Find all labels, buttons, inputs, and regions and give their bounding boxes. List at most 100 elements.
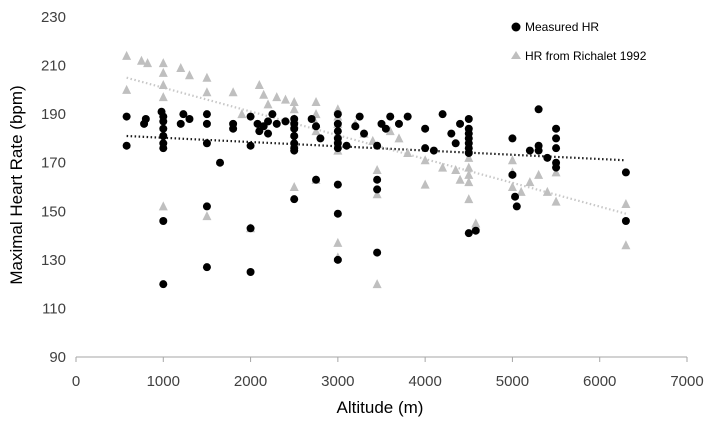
measured-hr-point (421, 144, 430, 153)
measured-hr-point (333, 209, 342, 218)
legend-marker-richalet (511, 51, 521, 59)
measured-hr-point (351, 122, 360, 131)
measured-hr-point (403, 112, 412, 121)
richalet-hr-point (333, 237, 343, 247)
richalet-hr-point (158, 67, 168, 77)
measured-hr-point (621, 168, 630, 177)
measured-hr-point (534, 146, 543, 155)
x-tick-label: 1000 (147, 373, 180, 390)
y-tick-label: 90 (49, 349, 66, 366)
richalet-hr-point (507, 182, 517, 191)
richalet-hr-point (122, 50, 132, 60)
richalet-hr-point (621, 199, 631, 208)
richalet-hr-point (420, 155, 430, 165)
measured-hr-point (508, 134, 517, 143)
richalet-hr-point (464, 169, 474, 179)
richalet-hr-point (289, 104, 299, 114)
measured-hr-point (176, 119, 185, 128)
measured-hr-point (159, 144, 168, 153)
x-axis-ticks: 0 1000 2000 3000 4000 5000 6000 7000 (72, 357, 704, 390)
measured-hr-point (373, 141, 382, 150)
measured-hr-point (438, 110, 447, 119)
richalet-hr-point (158, 80, 168, 89)
measured-hr-point (316, 134, 325, 143)
richalet-hr-point (122, 84, 132, 94)
measured-hr-point (246, 268, 255, 276)
richalet-hr-point (158, 201, 168, 211)
y-tick-label: 130 (41, 252, 66, 269)
richalet-hr-point (551, 167, 561, 177)
measured-hr-point (202, 119, 211, 128)
measured-hr-point (464, 115, 473, 123)
richalet-hr-point (280, 94, 290, 104)
y-tick-label: 150 (41, 203, 66, 220)
measured-hr-point (342, 141, 351, 150)
measured-hr-point (246, 224, 255, 233)
measured-hr-point (525, 146, 534, 155)
measured-hr-trendline (126, 134, 626, 162)
x-tick-label: 2000 (234, 373, 267, 390)
richalet-hr-point (372, 279, 382, 289)
measured-hr-point (290, 124, 299, 133)
y-tick-label: 210 (41, 58, 66, 75)
richalet-hr-point (394, 133, 404, 143)
measured-hr-point (621, 217, 630, 225)
measured-hr-point (373, 175, 382, 184)
measured-hr-point (246, 141, 255, 150)
measured-hr-point (281, 117, 290, 126)
measured-hr-point (264, 129, 273, 138)
measured-hr-point (253, 119, 262, 128)
y-tick-label: 170 (41, 155, 66, 172)
richalet-hr-point (311, 97, 321, 106)
measured-hr-point (534, 105, 543, 114)
measured-hr-point (451, 139, 460, 148)
richalet-hr-point (516, 186, 526, 196)
richalet-hr-point (289, 97, 299, 106)
richalet-hr-point (176, 63, 186, 72)
y-tick-label: 230 (41, 9, 66, 26)
measured-hr-point (272, 119, 281, 128)
legend: Measured HR HR from Richalet 1992 (511, 20, 647, 63)
richalet-hr-point (237, 109, 247, 119)
measured-hr-point (312, 122, 321, 131)
richalet-hr-point (534, 169, 544, 179)
measured-hr-point (447, 129, 456, 138)
measured-hr-point (552, 124, 561, 133)
richalet-hr-point (542, 186, 552, 196)
richalet-hr-point (451, 165, 461, 174)
richalet-hr-point (158, 92, 168, 102)
measured-hr-point (141, 115, 150, 123)
measured-hr-point (159, 280, 168, 289)
measured-hr-point (464, 149, 473, 157)
measured-hr-point (122, 112, 131, 121)
richalet-hr-point (385, 126, 395, 136)
y-axis-title: Maximal Heart Rate (bpm) (7, 85, 26, 284)
measured-hr-point (429, 146, 438, 155)
measured-hr-point (464, 229, 473, 238)
richalet-hr-point (228, 87, 238, 97)
richalet-hr-point (455, 174, 465, 184)
measured-hr-point (229, 124, 238, 133)
x-tick-label: 3000 (321, 373, 354, 390)
trendlines (126, 76, 627, 215)
richalet-hr-point (372, 189, 382, 199)
richalet-hr-point (403, 148, 413, 157)
richalet-hr-point (202, 72, 212, 82)
measured-hr-point (185, 115, 194, 123)
measured-hr-point (552, 144, 561, 153)
richalet-hr-point (372, 165, 382, 174)
y-tick-label: 110 (42, 300, 66, 317)
richalet-hr-point (464, 162, 474, 172)
richalet-hr-point (621, 240, 631, 250)
measured-hr-point (159, 124, 168, 133)
x-tick-label: 0 (72, 373, 80, 390)
measured-hr-point (360, 129, 369, 138)
measured-hr-point (456, 119, 465, 128)
measured-hr-point (333, 144, 342, 153)
richalet-hr-point (464, 152, 474, 162)
richalet-hr-point (263, 99, 273, 109)
measured-hr-point (159, 132, 168, 140)
measured-hr-point (159, 117, 168, 126)
richalet-hr-point (184, 70, 194, 80)
